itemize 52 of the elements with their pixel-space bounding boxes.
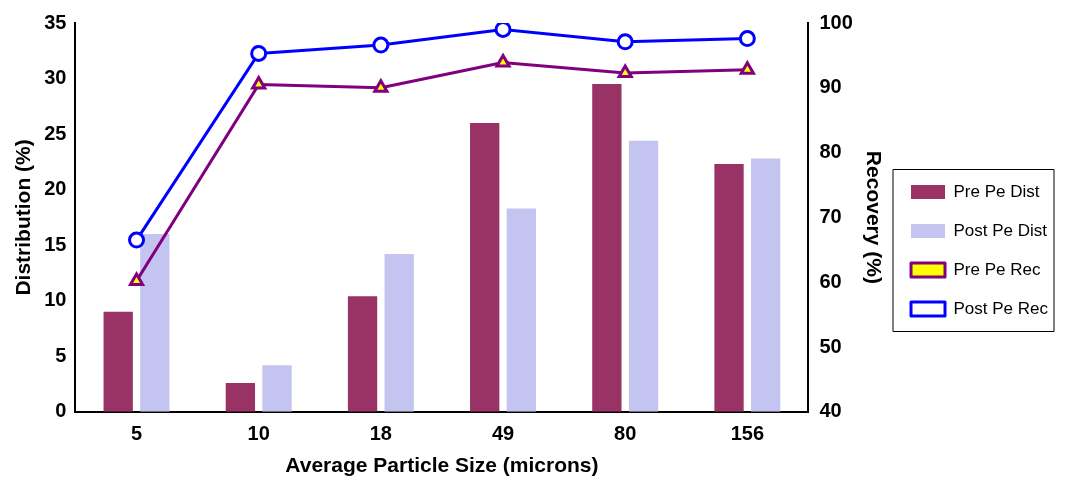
bar <box>384 254 414 412</box>
bar <box>592 84 622 412</box>
point <box>372 36 390 54</box>
bar <box>140 234 170 412</box>
y-tick-label: 10 <box>44 288 67 311</box>
point <box>373 79 389 93</box>
bar <box>103 311 133 412</box>
point <box>128 231 146 249</box>
x-tick-label: 49 <box>491 422 515 445</box>
x-axis-title: Average Particle Size (microns) <box>285 453 599 477</box>
y-tick-label: 20 <box>44 177 67 200</box>
point <box>250 44 268 62</box>
x-tick-label: 5 <box>130 422 143 445</box>
y2-tick-label: 80 <box>819 140 842 163</box>
point <box>251 76 267 90</box>
y2-tick-label: 90 <box>819 75 842 98</box>
y-tick-label: 25 <box>44 121 67 144</box>
y-axis-title: Distribution (%) <box>11 139 35 296</box>
x-tick-label: 18 <box>369 422 392 445</box>
bar <box>751 158 781 412</box>
y2-tick-label: 100 <box>819 10 853 33</box>
y2-axis-title: Recovery (%) <box>862 150 886 284</box>
legend-label: Pre Pe Rec <box>953 259 1041 279</box>
y2-tick-label: 40 <box>819 399 842 422</box>
bar <box>225 382 256 412</box>
x-tick-label: 80 <box>614 422 637 445</box>
bar <box>347 296 378 412</box>
point <box>128 272 145 286</box>
y2-tick-label: 50 <box>819 334 842 357</box>
y-tick-label: 5 <box>55 343 67 366</box>
y-tick-label: 35 <box>44 10 67 33</box>
bar <box>628 140 659 412</box>
point <box>616 33 634 51</box>
point <box>495 54 511 68</box>
x-tick-label: 10 <box>247 422 270 445</box>
bar <box>506 208 537 412</box>
point <box>739 61 755 75</box>
bar <box>714 164 744 412</box>
x-tick-label: 156 <box>730 422 765 445</box>
legend-label: Post Pe Rec <box>953 298 1049 318</box>
bar <box>470 122 500 412</box>
legend-label: Post Pe Dist <box>953 220 1048 240</box>
point <box>494 23 512 38</box>
legend-label: Pre Pe Dist <box>953 181 1040 201</box>
y2-tick-label: 60 <box>819 269 842 292</box>
y-tick-label: 15 <box>44 232 67 255</box>
y2-tick-label: 70 <box>819 204 842 227</box>
y-tick-label: 30 <box>44 66 67 89</box>
point <box>617 64 633 78</box>
y-tick-label: 0 <box>55 399 67 422</box>
point <box>738 30 756 48</box>
bar <box>262 365 292 412</box>
